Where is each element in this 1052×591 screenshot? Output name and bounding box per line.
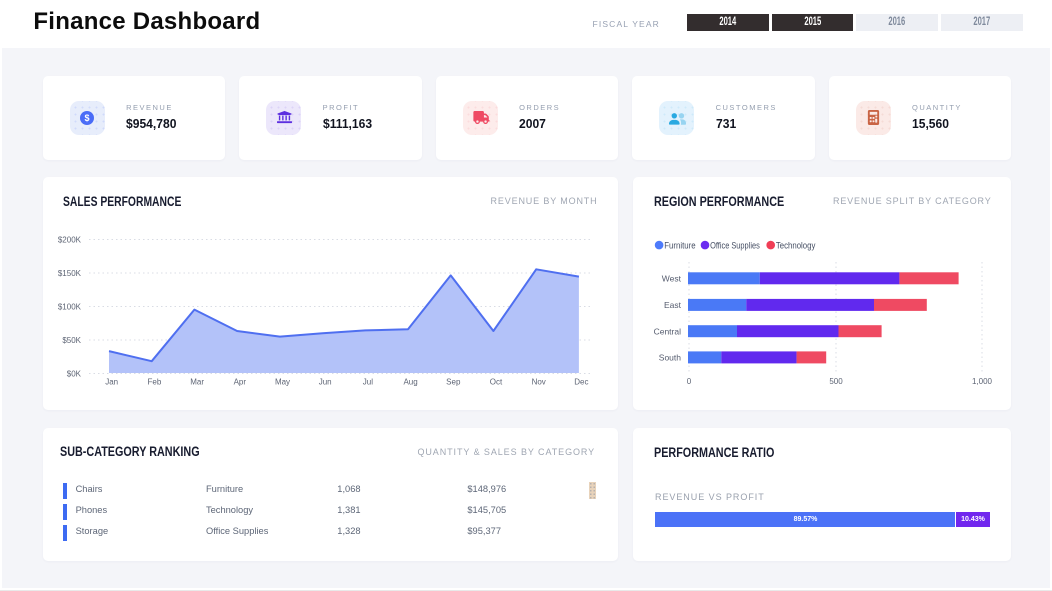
svg-text:Jul: Jul — [362, 378, 372, 387]
svg-text:Mar: Mar — [190, 378, 204, 387]
svg-text:South: South — [659, 353, 681, 363]
svg-text:1,000: 1,000 — [972, 377, 993, 386]
svg-text:$: $ — [85, 113, 90, 123]
svg-text:Jan: Jan — [105, 378, 118, 387]
svg-text:Oct: Oct — [489, 378, 502, 387]
svg-text:500: 500 — [829, 377, 843, 386]
svg-text:Office Supplies: Office Supplies — [710, 240, 760, 250]
svg-text:$150K: $150K — [57, 269, 81, 278]
svg-text:Apr: Apr — [233, 378, 246, 387]
svg-text:$50K: $50K — [62, 336, 81, 345]
svg-text:Central: Central — [654, 326, 682, 336]
svg-text:Jun: Jun — [318, 378, 331, 387]
svg-text:Nov: Nov — [531, 378, 545, 387]
svg-text:Technology: Technology — [776, 240, 816, 250]
svg-text:Sep: Sep — [446, 378, 461, 387]
svg-text:Furniture: Furniture — [664, 240, 695, 250]
svg-text:May: May — [275, 378, 290, 387]
svg-text:East: East — [664, 300, 682, 310]
svg-text:Aug: Aug — [403, 378, 417, 387]
svg-text:Dec: Dec — [574, 378, 588, 387]
svg-text:$200K: $200K — [57, 235, 81, 244]
svg-text:$100K: $100K — [57, 302, 81, 311]
svg-text:0: 0 — [687, 377, 692, 386]
svg-text:West: West — [662, 273, 682, 283]
svg-text:$0K: $0K — [66, 369, 81, 378]
svg-text:Feb: Feb — [147, 378, 161, 387]
